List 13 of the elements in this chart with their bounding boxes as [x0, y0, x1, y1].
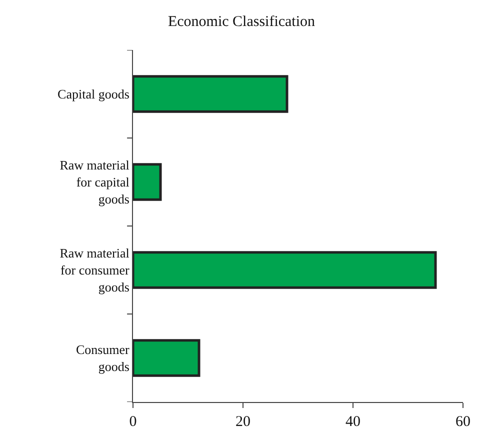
bar [133, 75, 288, 113]
bar [133, 163, 162, 201]
bar [133, 251, 437, 289]
y-tick-label: Raw material for consumer goods [60, 246, 130, 294]
x-tick-label: 20 [236, 414, 250, 430]
y-tick-label: Consumer goods [76, 342, 130, 374]
x-tick-label: 40 [346, 414, 360, 430]
y-tick-label: Raw material for capital goods [60, 158, 130, 206]
bar [133, 339, 200, 377]
x-tick-label: 60 [456, 414, 470, 430]
chart-title: Economic Classification [168, 14, 316, 30]
x-tick-label: 0 [129, 414, 137, 430]
y-tick-label: Capital goods [58, 86, 130, 102]
